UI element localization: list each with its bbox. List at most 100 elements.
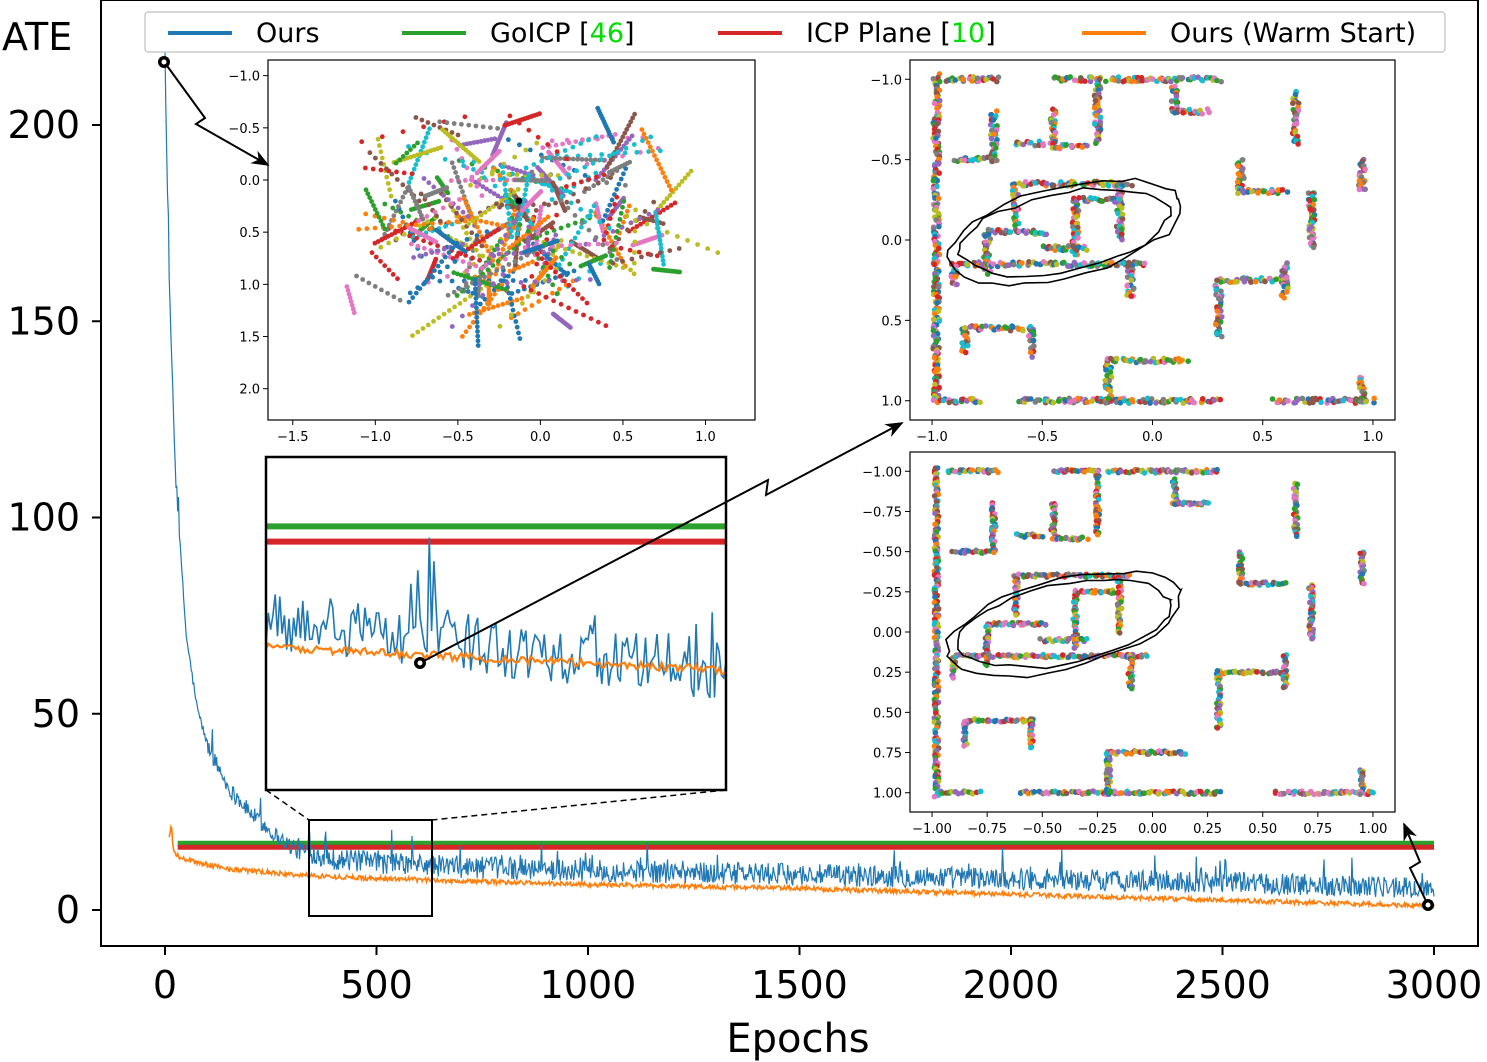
scatter-point: [406, 180, 412, 185]
scatter-point: [382, 231, 388, 237]
scatter-point: [459, 217, 464, 223]
scatter-point: [433, 239, 439, 245]
scatter-point: [434, 213, 439, 219]
scatter-point: [617, 217, 623, 222]
scatter-point: [1147, 358, 1154, 365]
scatter-point: [1362, 166, 1368, 173]
legend-icp-text: ICP Plane [: [806, 18, 951, 49]
scatter-point: [587, 277, 593, 282]
scatter-point: [672, 200, 678, 206]
scatter-point: [950, 675, 956, 681]
series-warm-start-line: [168, 823, 1435, 911]
scatter-point: [564, 184, 569, 189]
scatter-point: [415, 243, 421, 249]
scatter-point: [381, 215, 387, 221]
scatter-point: [480, 292, 486, 298]
scatter-point: [537, 212, 543, 217]
scatter-point: [1217, 721, 1224, 727]
scatter-point: [470, 255, 475, 261]
scatter-point: [596, 319, 601, 325]
scatter-point: [952, 77, 959, 83]
scatter-point: [451, 270, 457, 276]
scatter-point: [529, 303, 535, 308]
scatter-point: [449, 130, 455, 135]
scatter-point: [1051, 182, 1057, 189]
scatter-point: [413, 222, 419, 228]
scatter-point: [431, 318, 436, 324]
scatter-point: [1281, 790, 1287, 797]
scatter-point: [437, 119, 443, 125]
scatter-point: [471, 167, 476, 172]
scatter-point: [1020, 183, 1027, 189]
scatter-point: [1357, 791, 1363, 798]
scatter-point: [616, 223, 621, 228]
scatter-point: [988, 135, 995, 142]
scatter-point: [518, 280, 524, 285]
scatter-point: [575, 291, 581, 297]
scatter-point: [657, 233, 662, 239]
scatter-point: [1139, 78, 1146, 84]
scatter-point: [641, 131, 647, 137]
scatter-point: [931, 316, 937, 323]
scatter-point: [494, 222, 500, 227]
scatter-point: [932, 381, 938, 388]
scatter-point: [488, 231, 494, 237]
scatter-point: [651, 199, 657, 205]
scatter-point: [397, 297, 403, 303]
scatter-point: [1284, 189, 1291, 195]
scatter-point: [934, 294, 941, 300]
scatter-point: [1019, 260, 1025, 266]
scatter-point: [632, 111, 637, 117]
scatter-point: [954, 281, 960, 288]
scatter-point: [407, 233, 412, 239]
scatter-point: [477, 301, 483, 307]
scatter-point: [1306, 623, 1312, 630]
scatter-point: [1092, 587, 1099, 594]
scatter-point: [526, 172, 532, 178]
scatter-point: [1071, 645, 1078, 651]
scatter-point: [994, 137, 1000, 143]
scatter-point: [490, 281, 496, 286]
scatter-point: [1071, 653, 1077, 660]
scatter-point: [618, 176, 624, 182]
scatter-point: [481, 307, 487, 313]
scatter-point: [582, 173, 588, 178]
scatter-point: [537, 215, 543, 221]
scatter-point: [547, 155, 552, 160]
scatter-point: [462, 178, 468, 183]
scatter-point: [1034, 397, 1041, 403]
scatter-point: [523, 147, 529, 153]
scatter-point: [427, 126, 432, 132]
main-plot-area: [164, 51, 1435, 911]
scatter-point: [1028, 744, 1034, 751]
scatter-point: [626, 136, 632, 142]
scatter-point: [676, 182, 682, 188]
scatter-point: [451, 165, 457, 171]
scatter-point: [1119, 236, 1125, 243]
legend-label-warm-start: Ours (Warm Start): [1170, 18, 1416, 49]
scatter-point: [495, 246, 501, 252]
scatter-point: [1290, 100, 1296, 107]
inset-y-tick-label: 0.00: [873, 626, 902, 641]
scatter-point: [401, 170, 407, 176]
scatter-point: [614, 145, 620, 151]
scatter-point: [624, 213, 630, 219]
scatter-point: [638, 221, 643, 227]
scatter-point: [482, 274, 487, 280]
scatter-point: [540, 145, 546, 151]
inset-warm-points: [931, 465, 1376, 800]
scatter-point: [1075, 235, 1081, 241]
scatter-point: [378, 258, 383, 264]
scatter-point: [1234, 179, 1241, 185]
scatter-point: [1026, 259, 1032, 265]
scatter-point: [1153, 400, 1159, 406]
scatter-point: [411, 195, 416, 201]
scatter-point: [408, 175, 414, 181]
scatter-point: [556, 262, 562, 268]
scatter-point: [526, 235, 531, 241]
scatter-point: [936, 223, 942, 230]
scatter-point: [463, 329, 469, 335]
scatter-point: [598, 157, 604, 162]
scatter-point: [510, 278, 516, 283]
scatter-point: [1050, 140, 1056, 147]
